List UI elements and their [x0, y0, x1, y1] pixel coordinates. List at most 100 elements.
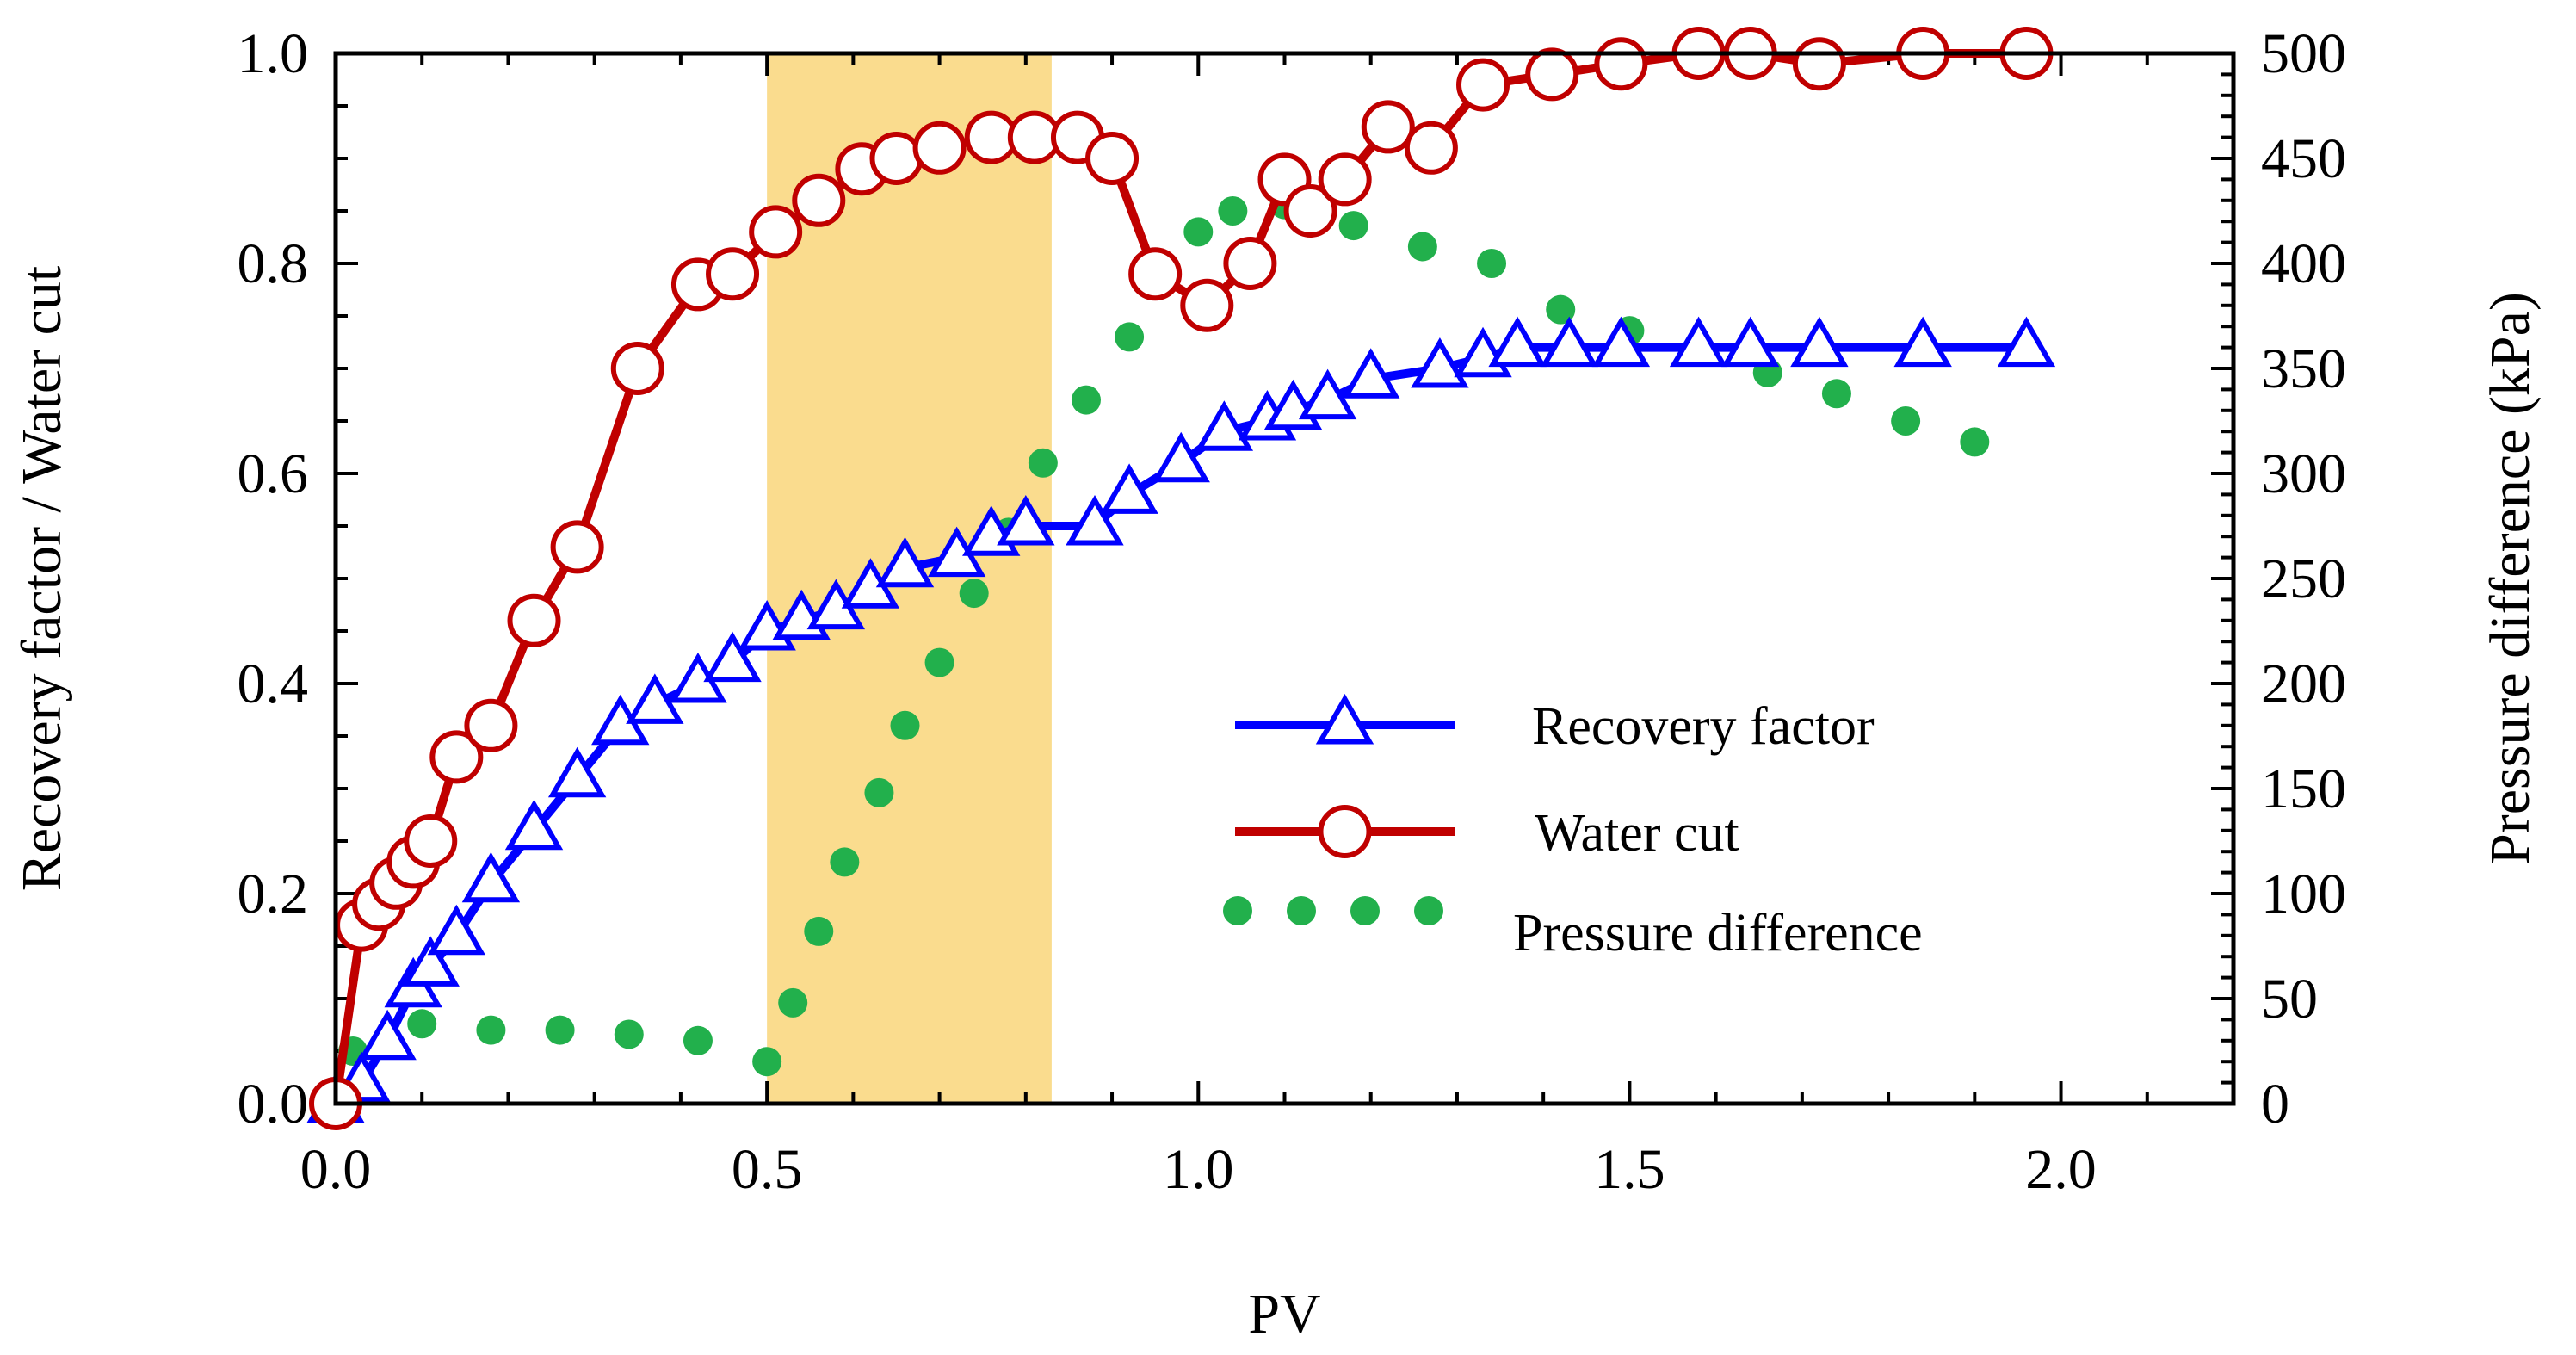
- legend-label-pressure-difference: Pressure difference: [1513, 904, 1923, 962]
- data-point: [683, 1025, 713, 1055]
- y-tick-label: 0.0: [238, 1073, 309, 1135]
- data-point: [1218, 196, 1248, 226]
- data-point: [1792, 37, 1846, 91]
- legend-marker: [1318, 805, 1372, 858]
- data-point: [1298, 368, 1357, 420]
- data-point: [1525, 47, 1579, 102]
- data-point: [1477, 249, 1507, 278]
- data-point: [1361, 100, 1415, 154]
- data-point: [429, 730, 484, 784]
- y2-tick-label: 250: [2261, 548, 2346, 610]
- plot-frame: [333, 51, 2236, 1106]
- data-point: [1997, 316, 2056, 368]
- data-point: [864, 777, 894, 807]
- data-point: [626, 673, 684, 724]
- y2-tick-label: 400: [2261, 232, 2346, 295]
- data-point: [404, 814, 458, 868]
- legend-marker: [1414, 896, 1443, 925]
- data-point: [358, 1009, 417, 1061]
- data-point: [1223, 237, 1277, 290]
- data-point: [1591, 316, 1651, 368]
- data-point: [1180, 278, 1234, 332]
- data-point: [1183, 217, 1214, 247]
- data-point: [959, 579, 989, 609]
- legend-label-water-cut: Water cut: [1535, 804, 1739, 863]
- data-point: [1891, 406, 1921, 436]
- data-point: [706, 247, 760, 301]
- data-point: [1342, 348, 1400, 399]
- legend-item-recovery-factor: [1235, 693, 1455, 745]
- data-point: [1721, 316, 1780, 368]
- data-point: [778, 987, 808, 1018]
- data-point: [1893, 316, 1952, 368]
- data-point: [890, 710, 920, 740]
- y-tick-label: 0.2: [238, 863, 309, 925]
- data-point: [504, 799, 564, 851]
- tick-labels: 0.0 0.5 1.0 1.5 2.0 0.0 0.2 0.4 0.6 0.8 1.0 0 50 100 1…: [238, 22, 2347, 1201]
- data-point: [427, 904, 486, 956]
- x-tick-label: 1.0: [1163, 1138, 1234, 1201]
- legend: Recovery factor Water cut Pressure diffe…: [1223, 693, 1923, 962]
- data-point: [1594, 37, 1648, 91]
- legend-marker: [1287, 896, 1316, 925]
- data-point: [401, 936, 460, 987]
- data-point: [1071, 385, 1101, 415]
- data-point: [1115, 322, 1145, 352]
- y2-axis-title: Pressure difference (kPa): [2479, 292, 2542, 865]
- data-point: [1546, 294, 1576, 325]
- data-point: [792, 173, 846, 227]
- data-point: [924, 647, 954, 678]
- data-point: [1456, 58, 1510, 112]
- data-point: [912, 121, 967, 175]
- data-point: [869, 132, 924, 185]
- y-tick-label: 0.6: [238, 442, 309, 505]
- data-point: [464, 698, 518, 752]
- y2-tick-label: 500: [2261, 22, 2346, 85]
- data-point: [1028, 448, 1058, 478]
- y2-tick-label: 100: [2261, 863, 2346, 925]
- y2-tick-label: 300: [2261, 442, 2346, 505]
- x-tick-label: 1.5: [1594, 1138, 1665, 1201]
- legend-marker: [1350, 896, 1380, 925]
- y2-tick-label: 450: [2261, 127, 2346, 190]
- data-point: [1283, 184, 1337, 238]
- data-point: [1411, 337, 1469, 388]
- x-tick-label: 2.0: [2025, 1138, 2097, 1201]
- data-point: [1790, 316, 1849, 368]
- data-point: [997, 494, 1055, 546]
- data-point: [1128, 247, 1183, 301]
- legend-marker: [1315, 693, 1374, 745]
- data-point: [1669, 316, 1728, 368]
- data-point: [1152, 431, 1210, 483]
- y-axis-title: Recovery factor / Water cut: [10, 266, 73, 891]
- legend-item-pressure-difference: [1223, 896, 1443, 925]
- y2-tick-label: 350: [2261, 337, 2346, 400]
- data-point: [476, 1015, 506, 1045]
- y-tick-label: 0.4: [238, 653, 309, 715]
- data-point: [1404, 121, 1458, 175]
- data-point: [614, 1019, 644, 1049]
- data-point: [1100, 463, 1158, 514]
- data-point: [1318, 152, 1372, 207]
- y-tick-label: 1.0: [238, 22, 309, 85]
- x-tick-label: 0.0: [300, 1138, 372, 1201]
- data-point: [749, 205, 803, 259]
- data-point: [1821, 379, 1851, 409]
- data-point: [610, 342, 664, 395]
- data-point: [547, 746, 607, 798]
- data-point: [804, 916, 834, 946]
- data-point: [1195, 400, 1254, 451]
- data-point: [407, 1009, 437, 1039]
- legend-item-water-cut: [1235, 805, 1455, 858]
- data-point: [550, 520, 604, 574]
- data-point: [507, 593, 561, 647]
- data-point: [545, 1015, 575, 1045]
- data-point: [830, 847, 860, 877]
- data-point: [1540, 316, 1598, 368]
- y2-tick-label: 150: [2261, 758, 2346, 820]
- data-point: [1407, 232, 1437, 262]
- data-point: [1066, 494, 1124, 546]
- x-tick-label: 0.5: [732, 1138, 803, 1201]
